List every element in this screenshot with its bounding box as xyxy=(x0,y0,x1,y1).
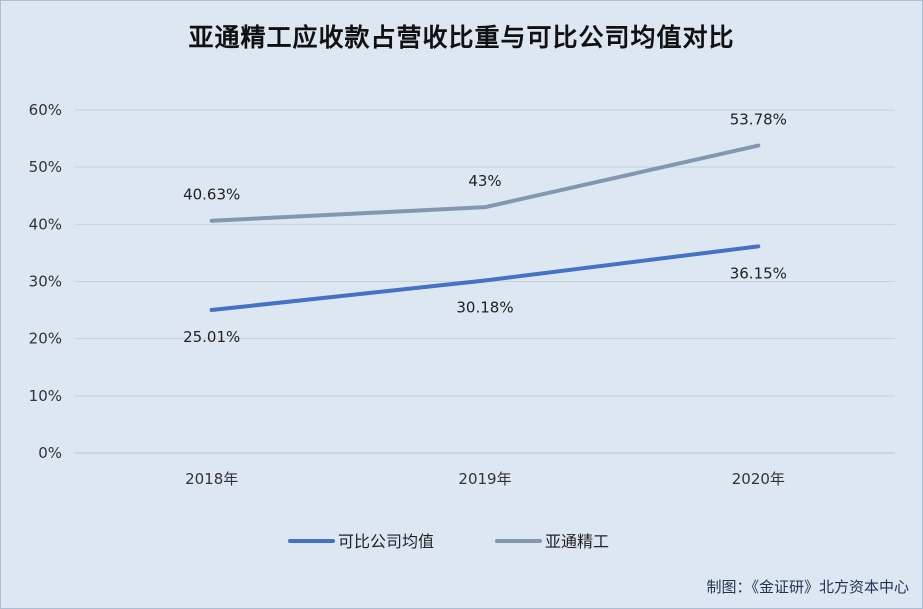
y-tick-label: 60% xyxy=(29,101,62,119)
chart-title: 亚通精工应收款占营收比重与可比公司均值对比 xyxy=(188,23,735,52)
data-label: 43% xyxy=(468,172,501,190)
data-label: 30.18% xyxy=(456,298,513,316)
y-tick-label: 0% xyxy=(38,444,62,462)
data-label: 40.63% xyxy=(183,186,240,204)
data-label: 53.78% xyxy=(730,111,787,129)
data-label: 25.01% xyxy=(183,328,240,346)
series-line xyxy=(209,244,761,313)
series-line xyxy=(209,143,761,223)
y-tick-label: 30% xyxy=(29,273,62,291)
legend-label: 可比公司均值 xyxy=(338,532,434,551)
x-tick-label: 2020年 xyxy=(732,470,785,488)
source-credit: 制图：《金证研》北方资本中心 xyxy=(706,578,909,596)
y-tick-label: 10% xyxy=(29,387,62,405)
y-tick-label: 40% xyxy=(29,215,62,233)
x-tick-label: 2018年 xyxy=(185,470,238,488)
data-label: 36.15% xyxy=(730,264,787,282)
y-tick-label: 50% xyxy=(29,158,62,176)
legend-label: 亚通精工 xyxy=(545,532,609,551)
x-tick-label: 2019年 xyxy=(458,470,511,488)
y-tick-label: 20% xyxy=(29,330,62,348)
